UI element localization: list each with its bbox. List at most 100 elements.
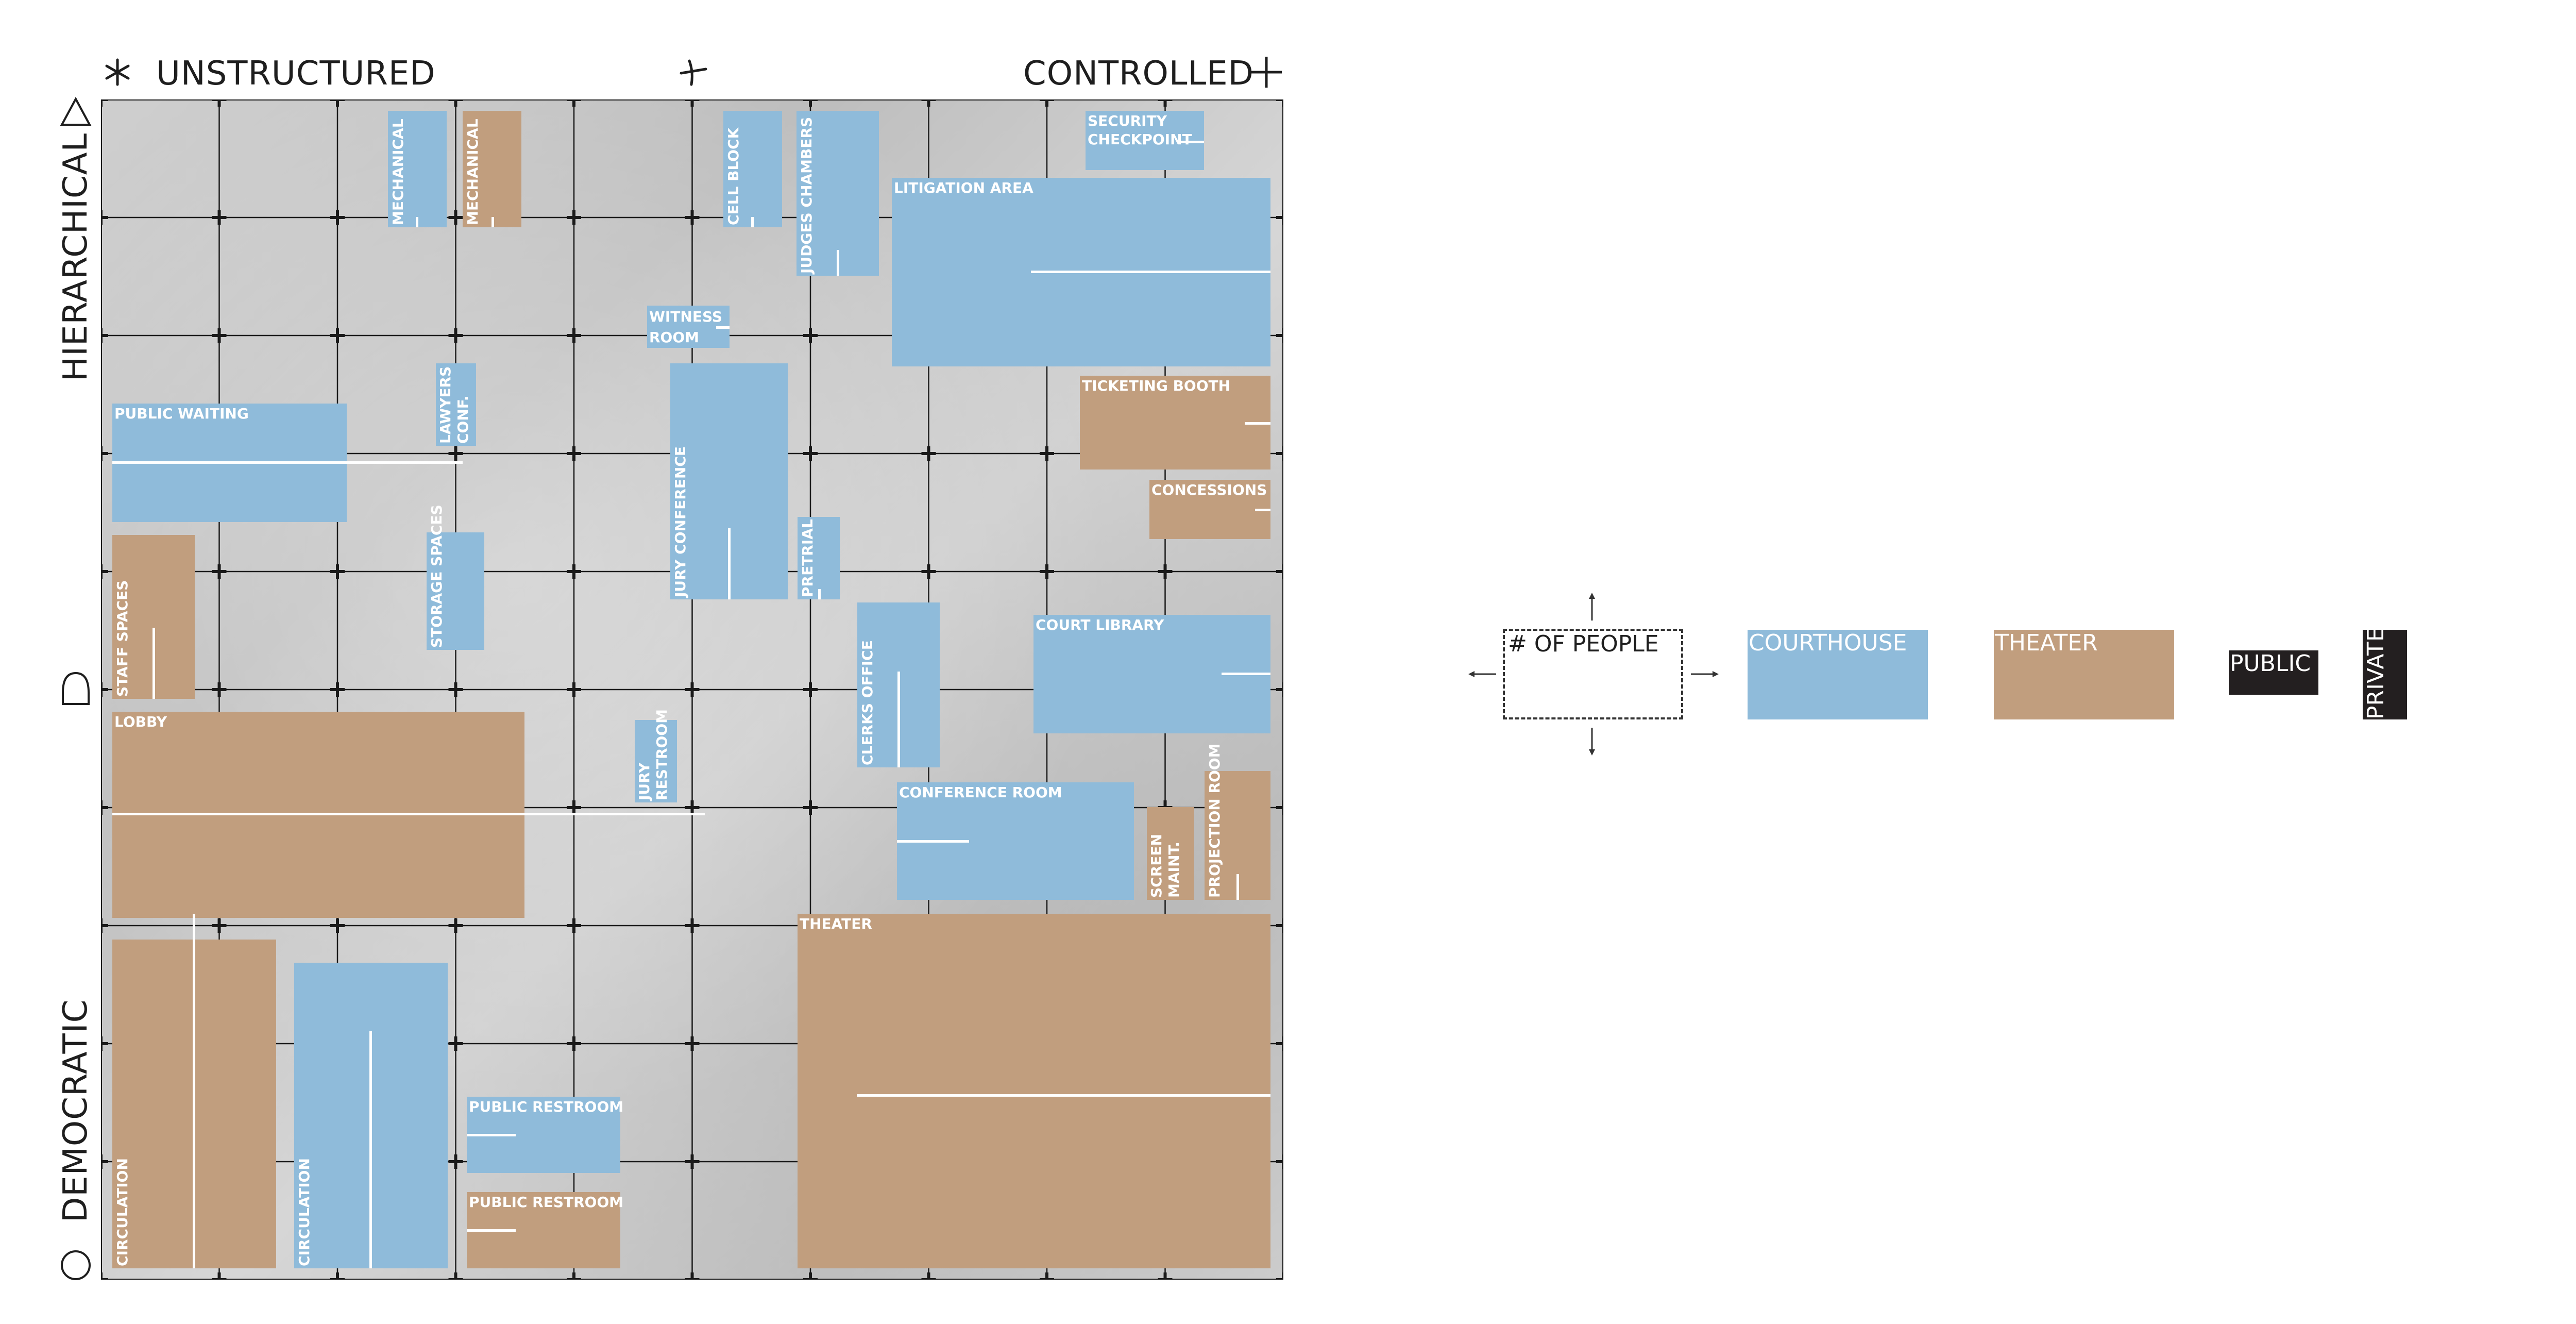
room-pretrial: PRETRIAL <box>798 517 840 599</box>
people-indicator <box>728 528 731 599</box>
room-circulation-2: CIRCULATION <box>294 963 448 1268</box>
people-indicator <box>897 672 900 767</box>
people-indicator <box>1222 673 1270 675</box>
legend-public: PUBLIC <box>2229 650 2318 695</box>
people-indicator <box>1236 874 1239 900</box>
people-indicator <box>1178 141 1204 143</box>
room-public-waiting: PUBLIC WAITING <box>112 404 463 522</box>
people-indicator <box>716 326 730 329</box>
room-label: PRETRIAL <box>799 519 816 597</box>
room-label: COURT LIBRARY <box>1036 616 1164 633</box>
asterisk-icon <box>105 58 130 86</box>
room-jury-conference: JURY CONFERENCE <box>670 363 788 599</box>
people-indicator <box>897 840 969 843</box>
legend-private-label: PRIVATE <box>2363 627 2389 719</box>
arrow-right-icon <box>1691 671 1719 677</box>
room-label: PUBLIC RESTROOM <box>469 1194 624 1211</box>
room-judges-chambers: JUDGES CHAMBERS <box>796 111 879 276</box>
room-litigation-area: LITIGATION AREA <box>892 178 1270 366</box>
room-label: WITNESS ROOM <box>649 308 723 346</box>
room-public-restroom-2: PUBLIC RESTROOM <box>467 1192 624 1268</box>
room-label: PUBLIC RESTROOM <box>469 1098 624 1115</box>
legend-theater-label: THEATER <box>1995 630 2098 656</box>
people-indicator <box>1255 509 1270 511</box>
room-conference-room: CONFERENCE ROOM <box>897 782 1134 900</box>
people-indicator <box>837 250 839 276</box>
room-label: MECHANICAL <box>464 119 481 225</box>
room-storage-spaces: STORAGE SPACES <box>427 505 484 650</box>
room-projection-room: PROJECTION ROOM <box>1205 743 1270 900</box>
people-indicator <box>1031 271 1270 273</box>
room-ticketing-booth: TICKETING BOOTH <box>1080 376 1270 470</box>
plus-icon <box>1251 57 1282 88</box>
axis-label-controlled: CONTROLLED <box>1023 55 1254 93</box>
room-label: STORAGE SPACES <box>428 505 445 648</box>
people-indicator <box>818 589 821 599</box>
room-label: SCREEN MAINT. <box>1148 834 1182 898</box>
people-indicator <box>152 628 155 699</box>
room-witness-room: WITNESS ROOM <box>647 306 730 348</box>
room-label: CIRCULATION <box>114 1158 131 1266</box>
axis-label-hierarchical: HIERARCHICAL <box>57 132 95 381</box>
room-screen-maint: SCREEN MAINT. <box>1147 807 1194 900</box>
room-label: LOBBY <box>114 713 167 730</box>
room-label: MECHANICAL <box>389 119 406 225</box>
people-indicator <box>467 1134 516 1136</box>
room-lawyers-conf: LAWYERS CONF. <box>436 363 476 446</box>
room-label: CLERKS OFFICE <box>859 640 876 765</box>
room-court-library: COURT LIBRARY <box>1033 615 1270 733</box>
room-mechanical-1: MECHANICAL <box>388 111 447 227</box>
room-label: PUBLIC WAITING <box>114 405 249 422</box>
legend-theater: THEATER <box>1994 630 2174 719</box>
room-label: LITIGATION AREA <box>894 179 1033 196</box>
room-label: CONCESSIONS <box>1151 481 1267 498</box>
program-grid: MECHANICAL MECHANICAL CELL BLOCK JUDGES … <box>101 99 1283 1280</box>
room-label: PROJECTION ROOM <box>1206 743 1223 898</box>
people-indicator <box>112 813 705 815</box>
room-label: CONFERENCE ROOM <box>899 784 1062 801</box>
arrow-down-icon <box>1589 728 1595 756</box>
room-security-checkpoint: SECURITY CHECKPOINT <box>1086 111 1204 170</box>
people-indicator <box>492 217 494 227</box>
people-indicator <box>416 217 418 227</box>
legend-private: PRIVATE <box>2363 627 2407 719</box>
room-mechanical-2: MECHANICAL <box>463 111 521 227</box>
legend-courthouse: COURTHOUSE <box>1748 630 1928 719</box>
room-label: LAWYERS CONF. <box>437 366 471 444</box>
room-label: THEATER <box>800 915 872 932</box>
room-label: JURY RESTROOM <box>636 709 670 800</box>
room-staff-spaces: STAFF SPACES <box>112 535 195 699</box>
room-label: CIRCULATION <box>296 1158 313 1266</box>
legend-people-label: # OF PEOPLE <box>1508 631 1659 657</box>
arrow-left-icon <box>1468 671 1496 677</box>
people-indicator <box>467 1229 516 1232</box>
room-lobby: LOBBY <box>112 712 705 918</box>
room-label: STAFF SPACES <box>114 580 131 697</box>
bell-icon <box>62 672 90 705</box>
people-indicator <box>857 1094 1270 1097</box>
axis-label-unstructured: UNSTRUCTURED <box>156 55 436 93</box>
legend-courthouse-label: COURTHOUSE <box>1749 630 1907 656</box>
triangle-icon <box>60 97 92 126</box>
room-circulation-1: CIRCULATION <box>112 914 276 1268</box>
room-label: JURY CONFERENCE <box>672 446 689 597</box>
people-indicator <box>1245 422 1270 425</box>
people-indicator <box>193 914 195 1268</box>
people-indicator <box>751 217 754 227</box>
people-indicator <box>369 1031 372 1268</box>
room-concessions: CONCESSIONS <box>1149 480 1270 539</box>
room-theater: THEATER <box>798 914 1270 1268</box>
skewed-cross-icon <box>680 59 707 86</box>
legend-public-label: PUBLIC <box>2230 650 2311 677</box>
room-cell-block: CELL BLOCK <box>723 111 782 227</box>
room-label: JUDGES CHAMBERS <box>798 116 815 274</box>
room-clerks-office: CLERKS OFFICE <box>857 602 940 767</box>
room-jury-restroom: JURY RESTROOM <box>635 709 677 802</box>
room-label: SECURITY CHECKPOINT <box>1088 112 1192 148</box>
arrow-up-icon <box>1589 593 1595 621</box>
room-label: CELL BLOCK <box>725 127 742 225</box>
axis-label-democratic: DEMOCRATIC <box>57 999 95 1222</box>
room-label: TICKETING BOOTH <box>1082 377 1231 394</box>
room-public-restroom-1: PUBLIC RESTROOM <box>467 1097 624 1173</box>
